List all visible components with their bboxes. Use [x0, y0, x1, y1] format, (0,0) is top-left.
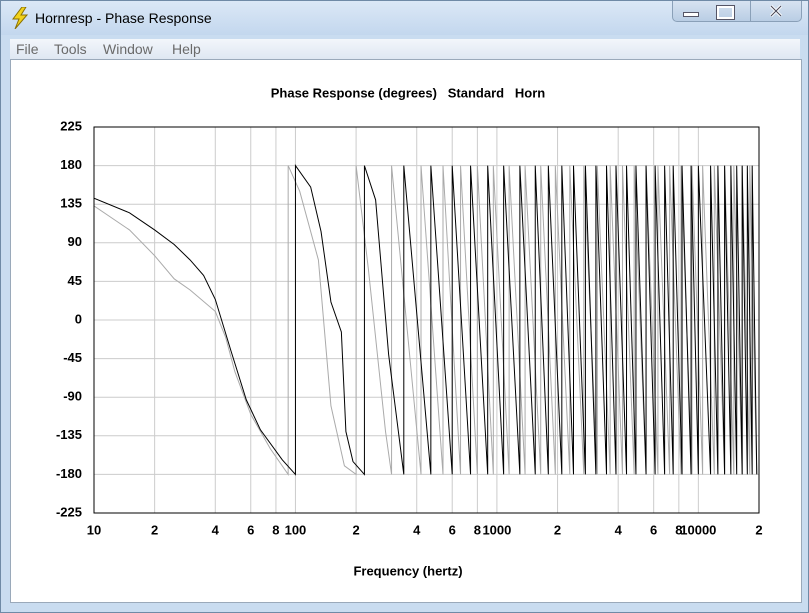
menu-item[interactable]: Help	[172, 41, 201, 57]
y-tick-label: 225	[60, 118, 82, 133]
client-area: Phase Response (degrees) Standard Horn F…	[10, 59, 802, 603]
chart: Phase Response (degrees) Standard Horn F…	[56, 85, 763, 578]
phase-line	[94, 165, 758, 476]
x-tick-label: 1000	[482, 522, 511, 537]
x-tick-label: 2	[755, 522, 762, 537]
menu-item[interactable]: File	[16, 41, 39, 57]
x-tick-label: 10	[87, 522, 101, 537]
x-tick-label: 8	[675, 522, 682, 537]
phase-line	[94, 164, 758, 476]
x-tick-label: 4	[212, 522, 220, 537]
x-tick-label: 10000	[680, 522, 716, 537]
y-tick-label: 0	[75, 311, 82, 326]
window-title: Hornresp - Phase Response	[35, 10, 212, 26]
plot-frame	[93, 126, 760, 514]
x-tick-label: 2	[151, 522, 158, 537]
menu-item[interactable]: Window	[103, 41, 153, 57]
menu-item[interactable]: Tools	[54, 41, 87, 57]
y-tick-label: -180	[56, 466, 82, 481]
y-tick-label: 180	[60, 157, 82, 172]
y-tick-label: -90	[63, 389, 82, 404]
menu-bar: File Tools Window Help	[10, 39, 800, 59]
x-tick-label: 8	[272, 522, 279, 537]
y-tick-label: 90	[68, 234, 82, 249]
x-tick-label: 100	[285, 522, 307, 537]
y-tick-label: -135	[56, 427, 82, 442]
x-axis-label: Frequency (hertz)	[353, 563, 462, 578]
window-controls[interactable]	[672, 1, 802, 22]
x-tick-label: 4	[615, 522, 623, 537]
app-icon	[12, 7, 29, 29]
y-tick-label: -225	[56, 504, 82, 519]
chart-title: Phase Response (degrees) Standard Horn	[271, 85, 546, 100]
plot-lines	[94, 164, 758, 476]
x-tick-label: 2	[352, 522, 359, 537]
x-tick-label: 6	[449, 522, 456, 537]
y-tick-label: 135	[60, 196, 82, 211]
x-tick-label: 6	[247, 522, 254, 537]
y-tick-label: -45	[63, 350, 82, 365]
x-tick-label: 2	[554, 522, 561, 537]
x-tick-label: 8	[474, 522, 481, 537]
y-tick-label: 45	[68, 273, 82, 288]
title-bar: Hornresp - Phase Response	[1, 1, 808, 35]
x-tick-label: 4	[413, 522, 421, 537]
x-tick-label: 6	[650, 522, 657, 537]
